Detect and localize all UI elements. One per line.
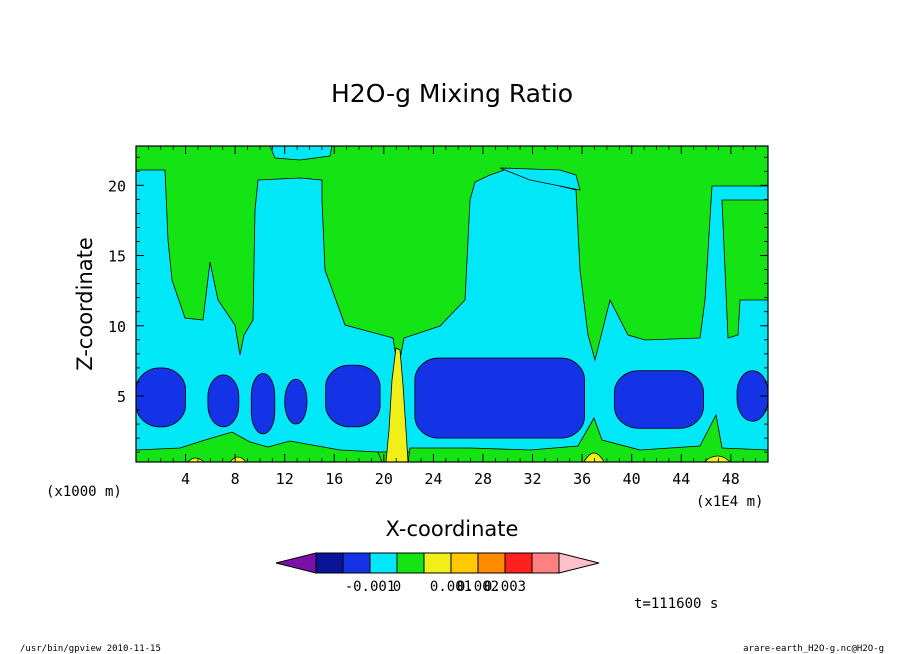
- colorbar-tick-label: 0.001: [430, 579, 472, 595]
- contour-field: [136, 146, 768, 462]
- x-tick-label: 44: [672, 470, 690, 488]
- chart-title: H2O-g Mixing Ratio: [331, 79, 573, 108]
- footer-left: /usr/bin/gpview 2010-11-15: [20, 644, 161, 654]
- contour-blob-4: [284, 378, 308, 425]
- contour-blob-5: [325, 364, 381, 428]
- x-unit-left: (x1000 m): [46, 484, 122, 500]
- ground-strip: [136, 413, 768, 462]
- region-very-moist: [136, 357, 768, 439]
- x-unit-right: (x1E4 m): [696, 494, 763, 510]
- x-axis-label: X-coordinate: [386, 517, 519, 541]
- colorbar-swatch: [369, 552, 398, 574]
- region-dry-spike: [385, 347, 409, 462]
- colorbar-tick-label: 0: [393, 579, 401, 595]
- colorbar-swatch: [396, 552, 425, 574]
- colorbar-swatch: [450, 552, 479, 574]
- moist-top-right: [499, 167, 581, 191]
- plot-frame: [135, 145, 769, 463]
- y-tick-label: 15: [108, 248, 126, 266]
- x-tick-label: 8: [231, 470, 240, 488]
- moist-top-left: [269, 146, 333, 161]
- x-tick-label: 28: [474, 470, 492, 488]
- colorbar-swatch: [315, 552, 344, 574]
- colorbar-swatch: [504, 552, 533, 574]
- x-tick-label: 32: [524, 470, 542, 488]
- colorbar-swatch: [423, 552, 452, 574]
- time-label: t=111600 s: [634, 596, 718, 612]
- x-tick-label: 20: [375, 470, 393, 488]
- y-tick-label: 20: [108, 177, 126, 195]
- y-axis: 5 10 15 20: [108, 156, 768, 453]
- colorbar-tick-label: 0.003: [484, 579, 526, 595]
- x-tick-label: 48: [722, 470, 740, 488]
- x-tick-label: 12: [276, 470, 294, 488]
- contour-blob-7: [613, 370, 704, 429]
- contour-blob-3: [250, 373, 276, 435]
- colorbar-swatch: [342, 552, 371, 574]
- colorbar-extend-high: [558, 552, 600, 574]
- colorbar-swatch: [477, 552, 506, 574]
- footer-right: arare-earth_H2O-g.nc@H2O-g: [743, 644, 884, 654]
- x-tick-label: 24: [424, 470, 442, 488]
- colorbar-extend-low: [275, 552, 317, 574]
- x-tick-label: 36: [573, 470, 591, 488]
- colorbar-swatch: [531, 552, 560, 574]
- x-tick-label: 16: [325, 470, 343, 488]
- contour-blob-6: [414, 357, 585, 439]
- y-tick-label: 5: [117, 388, 126, 406]
- contour-blob-2: [207, 374, 240, 428]
- x-tick-label: 40: [623, 470, 641, 488]
- x-axis: 4 8 12 16 20 24 28 32 36 40 44 48: [147, 146, 757, 488]
- y-tick-label: 10: [108, 318, 126, 336]
- x-tick-label: 4: [181, 470, 190, 488]
- colorbar-tick-label: 0.002: [457, 579, 499, 595]
- contour-blob-1: [136, 367, 186, 428]
- y-axis-label: Z-coordinate: [73, 237, 97, 371]
- colorbar-tick-label: -0.001: [345, 579, 396, 595]
